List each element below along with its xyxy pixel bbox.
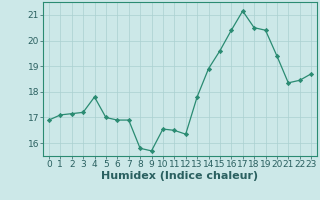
X-axis label: Humidex (Indice chaleur): Humidex (Indice chaleur) bbox=[101, 171, 259, 181]
